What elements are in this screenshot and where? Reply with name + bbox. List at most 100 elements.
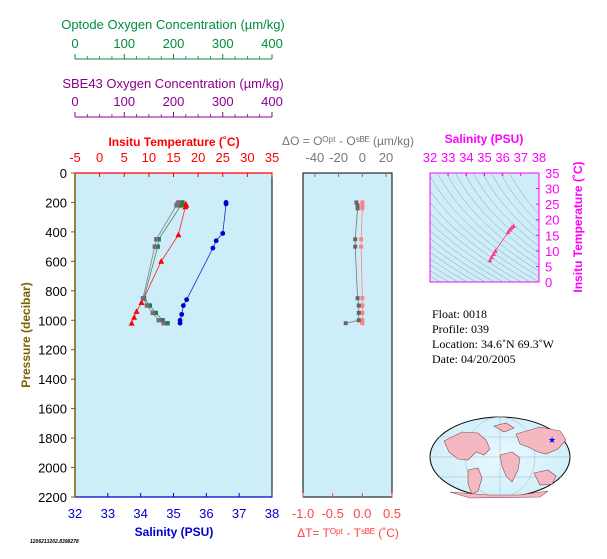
- pressure-tick-label: 1800: [38, 431, 67, 446]
- delta-oxygen-tick-label: 20: [379, 150, 393, 165]
- salinity-axis-label: Salinity (PSU): [135, 525, 214, 539]
- temperature-tick-label: 20: [191, 150, 205, 165]
- profile-series: [128, 200, 229, 326]
- delta-oxygen-tick-label: 0: [359, 150, 366, 165]
- pressure-tick-label: 1400: [38, 372, 67, 387]
- optode-point: [156, 237, 161, 242]
- salinity-tick-label: 32: [68, 506, 82, 521]
- map-land: [443, 422, 567, 499]
- ts-salinity-tick-label: 33: [441, 150, 455, 165]
- temperature-tick-label: 30: [240, 150, 254, 165]
- temperature-point: [138, 299, 145, 305]
- salinity-tick-label: 35: [166, 506, 180, 521]
- density-contour: [455, 173, 539, 260]
- density-contour: [430, 245, 486, 282]
- sbe43-scale-tick-label: 0: [71, 94, 78, 109]
- sbe43-scale: SBE43 Oxygen Concentration (µm/kg) 0 100 2…: [62, 76, 284, 118]
- pressure-tick-label: 1200: [38, 343, 67, 358]
- temperature-tick-label: -5: [69, 150, 81, 165]
- delta-oxygen-point: [356, 303, 361, 308]
- delta-oxygen-point: [355, 206, 360, 211]
- profile-plot-area: [74, 172, 273, 498]
- optode-scale-tick-label: 300: [212, 36, 234, 51]
- density-contour: [430, 175, 539, 277]
- density-contour: [482, 173, 539, 240]
- delta-temperature-tick-label: 0.0: [353, 506, 371, 521]
- sbe43-point: [144, 303, 150, 308]
- delta-temperature-point: [359, 237, 364, 242]
- profile-date: Date: 04/20/2005: [432, 352, 516, 366]
- optode-point: [153, 310, 158, 316]
- optode-scale-tick-label: 0: [71, 36, 78, 51]
- delta-temperature-tick-label: -1.0: [292, 506, 314, 521]
- optode-scale-tick-label: 200: [163, 36, 185, 51]
- float-location-marker: ★: [548, 435, 556, 445]
- ts-salinity-tick-label: 35: [477, 150, 491, 165]
- delta-temperature-point: [360, 296, 365, 301]
- temperature-point: [175, 231, 182, 238]
- ts-point: [491, 251, 496, 256]
- delta-oxygen-point: [356, 310, 361, 315]
- salinity-point: [180, 303, 186, 308]
- density-contour: [446, 173, 539, 266]
- ts-temperature-tick-label: 20: [545, 213, 559, 228]
- ts-temperature-tick-label: 10: [545, 244, 559, 259]
- delta-temperature-point: [360, 303, 365, 308]
- ts-salinity-tick-label: 38: [532, 150, 546, 165]
- world-map: ★: [429, 416, 571, 499]
- delta-oxygen-point: [353, 237, 358, 242]
- ts-salinity-tick-label: 37: [514, 150, 528, 165]
- delta-oxygen-axis-ticks: -40 -20 0 20: [305, 150, 393, 177]
- sbe43-point: [152, 244, 157, 249]
- footer-id: 1206213202.8398278: [30, 539, 79, 545]
- delta-oxygen-point: [355, 203, 360, 208]
- density-contour: [437, 173, 539, 272]
- salinity-tick-label: 37: [232, 506, 246, 521]
- density-contour: [430, 221, 513, 282]
- sbe43-point: [154, 237, 159, 242]
- pressure-tick-label: 600: [45, 254, 67, 269]
- delta-temperature-point: [360, 206, 365, 211]
- density-contour: [509, 173, 539, 215]
- delta-oxygen-point: [354, 200, 359, 205]
- pressure-axis-label: Pressure (decibar): [19, 282, 33, 387]
- ts-temperature-tick-label: 30: [545, 182, 559, 197]
- salinity-tick-label: 38: [265, 506, 279, 521]
- salinity-point: [184, 297, 190, 303]
- sbe43-point: [156, 318, 161, 323]
- ts-salinity-axis-label: Salinity (PSU): [445, 132, 524, 146]
- ts-salinity-ticks: 32 33 34 35 36 37 38: [423, 150, 546, 176]
- sbe43-point: [140, 295, 146, 301]
- difference-plot-area: [302, 172, 393, 498]
- temperature-tick-label: 5: [121, 150, 128, 165]
- sbe43-scale-ticks: 0 100 200 300 400: [71, 94, 283, 117]
- temperature-axis-label: Insitu Temperature (˚C): [108, 135, 239, 149]
- optode-point: [155, 244, 160, 249]
- temperature-point: [182, 203, 189, 210]
- optode-scale-ticks: 0 100 200 300 400: [71, 36, 283, 59]
- sbe43-point: [150, 310, 156, 316]
- ts-salinity-tick-label: 34: [459, 150, 473, 165]
- ts-plot-area: [429, 172, 540, 283]
- ts-density-contours: [430, 173, 539, 282]
- salinity-tick-label: 33: [101, 506, 115, 521]
- ts-points: [487, 223, 516, 263]
- pressure-tick-label: 200: [45, 195, 67, 210]
- salinity-profile-line: [179, 202, 227, 324]
- ts-temperature-tick-label: 15: [545, 228, 559, 243]
- salinity-axis-ticks: 32 33 34 35 36 37 38: [68, 493, 279, 521]
- optode-scale-tick-label: 400: [261, 36, 283, 51]
- density-contour: [430, 275, 441, 282]
- density-contour: [430, 264, 459, 282]
- salinity-point: [210, 245, 216, 251]
- pressure-axis-ticks: 0 200 400 600 800 1000 1200 1400 1600 1800 2000 220…: [38, 166, 76, 505]
- density-contour: [430, 251, 477, 282]
- ts-panel: Salinity (PSU) 32 33 34 35 36 37 38 0510152025…: [423, 132, 585, 293]
- optode-point: [165, 321, 170, 326]
- ts-temperature-tick-label: 35: [545, 166, 559, 181]
- delta-temperature-point: [360, 318, 365, 323]
- delta-temperature-point: [359, 244, 364, 249]
- delta-temperature-axis-label: ΔT= Tᴼᵖᵗ - Tˢᴮᴱ (˚C): [297, 526, 399, 540]
